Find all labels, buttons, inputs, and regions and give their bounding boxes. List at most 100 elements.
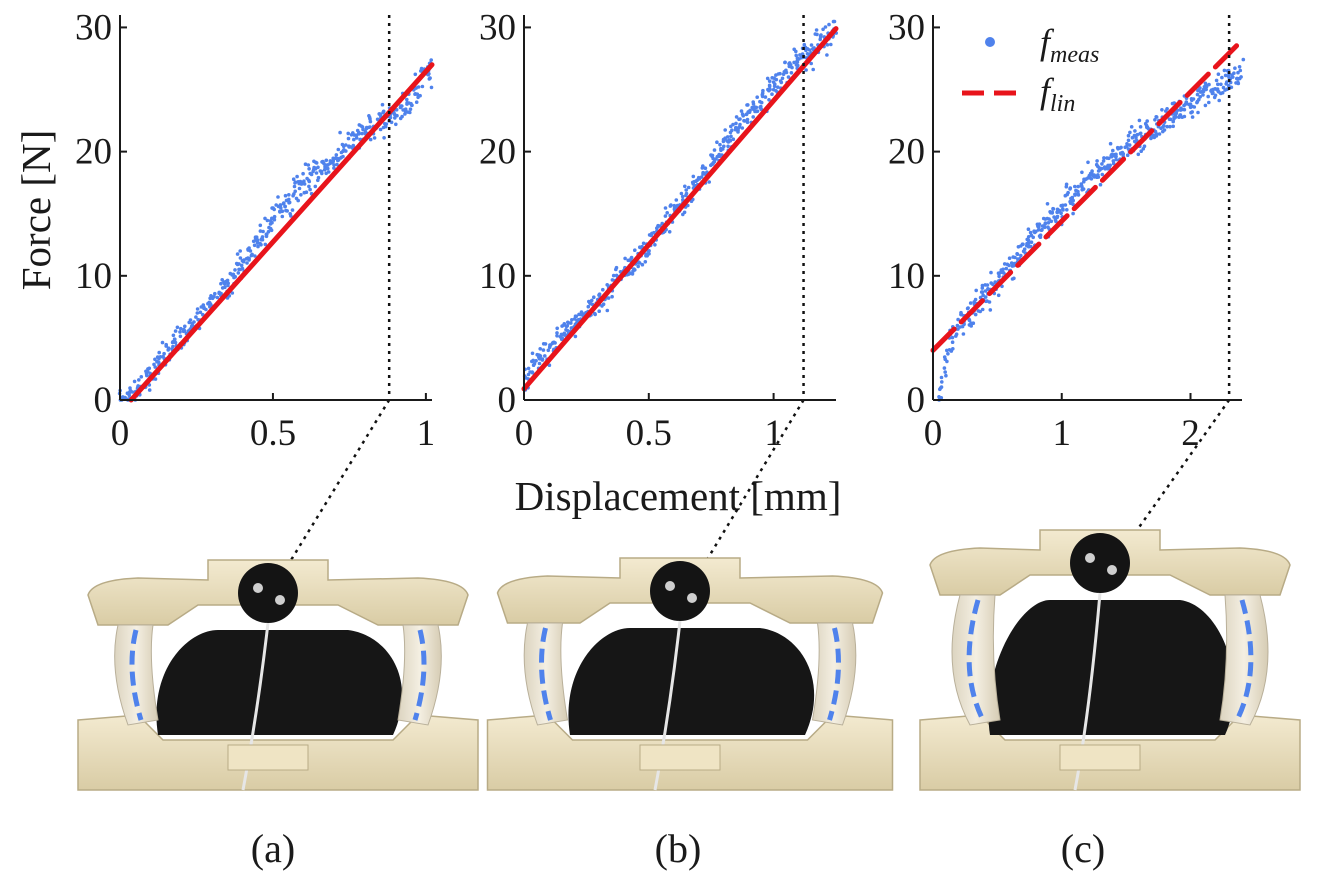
data-point — [1126, 133, 1131, 138]
data-point — [272, 217, 277, 222]
data-point — [1160, 108, 1164, 112]
data-point — [971, 321, 976, 326]
linear-fit-line-a — [128, 62, 435, 403]
data-point — [307, 184, 311, 189]
data-point — [623, 256, 627, 261]
data-point — [945, 359, 949, 364]
data-point — [127, 393, 131, 398]
data-point — [308, 187, 312, 192]
data-point — [823, 25, 828, 29]
data-point — [162, 351, 166, 356]
data-point — [252, 243, 257, 248]
data-point — [1198, 95, 1202, 99]
data-point — [265, 218, 270, 223]
data-point — [740, 126, 745, 130]
data-point — [996, 293, 1001, 298]
data-point — [283, 204, 287, 209]
data-point — [1114, 152, 1118, 157]
y-tick-label: 30 — [888, 7, 925, 48]
data-point — [663, 206, 668, 210]
data-point — [427, 72, 431, 76]
data-point — [959, 312, 963, 317]
data-point — [1192, 105, 1197, 109]
data-point — [276, 195, 280, 199]
data-point — [684, 188, 688, 192]
data-point — [660, 221, 664, 226]
data-point — [1226, 83, 1231, 88]
data-point — [1119, 152, 1123, 156]
data-point — [546, 348, 551, 353]
data-point — [684, 191, 689, 196]
data-point — [745, 120, 750, 125]
data-point — [786, 75, 791, 79]
data-point — [274, 203, 279, 207]
data-point — [526, 366, 531, 371]
data-point — [696, 175, 701, 180]
y-tick-label: 20 — [888, 132, 925, 173]
data-point — [980, 290, 985, 294]
data-point — [283, 193, 288, 198]
data-point — [173, 340, 178, 345]
data-point — [1139, 149, 1143, 153]
data-point — [291, 177, 296, 181]
data-point — [731, 122, 735, 127]
data-point — [1102, 165, 1107, 169]
data-point — [610, 294, 614, 299]
data-point — [258, 229, 263, 233]
data-point — [555, 334, 559, 338]
data-point — [1190, 115, 1195, 119]
data-point — [381, 110, 385, 115]
cable — [653, 620, 682, 791]
bolt-icon — [687, 593, 697, 603]
data-point — [674, 198, 679, 202]
data-point — [710, 153, 715, 158]
data-point — [334, 153, 339, 157]
data-point — [219, 281, 223, 286]
data-point — [1066, 190, 1070, 195]
data-point — [668, 204, 673, 208]
data-point — [409, 101, 413, 106]
data-point — [240, 266, 245, 271]
data-point — [597, 309, 601, 314]
data-point — [157, 360, 161, 365]
data-point — [663, 214, 668, 218]
x-tick-label: 1 — [417, 413, 436, 454]
data-point — [754, 109, 759, 114]
data-point — [291, 193, 295, 198]
connector-line-a — [286, 399, 391, 566]
data-point — [751, 115, 755, 119]
data-point — [194, 315, 198, 319]
data-point — [815, 32, 819, 37]
data-point — [338, 130, 342, 135]
x-tick-label: 0 — [924, 413, 943, 454]
data-point — [643, 260, 648, 264]
data-point — [1063, 203, 1068, 207]
data-point — [346, 131, 351, 136]
data-point — [308, 171, 313, 176]
data-point — [711, 160, 716, 165]
data-point — [1086, 160, 1090, 165]
x-tick-label: 1 — [764, 413, 783, 454]
data-point — [302, 182, 307, 186]
data-point — [266, 229, 271, 234]
data-point — [731, 137, 736, 141]
data-point — [729, 134, 733, 139]
data-point — [686, 203, 690, 208]
data-point — [954, 334, 958, 338]
legend-meas-marker — [985, 37, 995, 47]
data-point — [1100, 172, 1105, 177]
left-leg-centerline — [129, 629, 144, 721]
scatter-points-a — [117, 58, 434, 402]
data-point — [204, 307, 208, 312]
x-axis-label: Displacement [mm] — [515, 473, 842, 519]
data-point — [569, 326, 574, 330]
data-point — [380, 102, 385, 107]
data-point — [1201, 93, 1205, 97]
data-point — [1207, 82, 1211, 87]
data-point — [1082, 179, 1086, 184]
data-point — [360, 131, 365, 136]
data-point — [730, 128, 734, 132]
data-point — [230, 291, 235, 295]
data-point — [672, 203, 677, 208]
data-point — [172, 337, 177, 342]
